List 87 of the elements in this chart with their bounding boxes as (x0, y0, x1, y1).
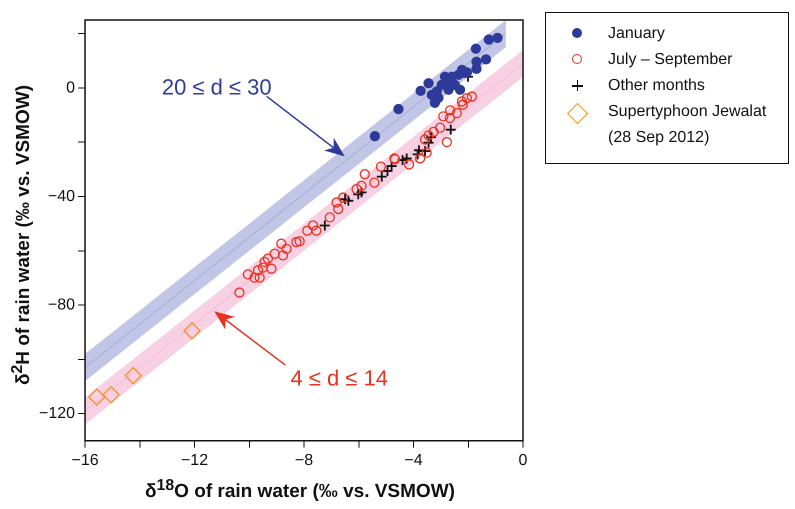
point (318, 220, 331, 232)
point (393, 104, 404, 114)
point (352, 188, 364, 200)
point (339, 193, 351, 206)
point (484, 34, 494, 45)
legend-label: July – September (608, 50, 733, 70)
point (308, 220, 318, 231)
point (414, 153, 426, 164)
point (258, 262, 268, 273)
point (338, 192, 348, 203)
point (458, 100, 468, 110)
point (471, 64, 482, 74)
point (444, 124, 457, 136)
point (442, 137, 452, 148)
point (124, 366, 142, 384)
point (445, 105, 456, 116)
point (444, 112, 456, 124)
annotation: 20 ≤ d ≤ 30 (162, 74, 272, 100)
point (249, 272, 260, 283)
point (420, 134, 430, 145)
point (281, 244, 292, 254)
point (351, 184, 362, 194)
point (456, 96, 468, 107)
point (259, 256, 270, 268)
point (376, 161, 386, 172)
point (438, 111, 448, 122)
point (333, 204, 344, 214)
x-tick-label: 0 (518, 452, 528, 469)
point (276, 238, 286, 249)
point (412, 148, 424, 160)
point (252, 265, 264, 276)
point (311, 226, 322, 236)
point (376, 170, 388, 183)
annotation: 4 ≤ d ≤ 14 (290, 365, 388, 390)
legend-label: Supertyphoon Jewalat (28 Sep 2012) (608, 102, 766, 148)
point (294, 236, 305, 246)
point (423, 130, 434, 141)
point (360, 169, 370, 180)
point (88, 388, 106, 406)
point (422, 136, 434, 149)
legend-label: January (608, 24, 665, 44)
x-tick-label: −8 (294, 452, 314, 469)
y-tick-label: 0 (66, 79, 76, 96)
point (291, 236, 302, 248)
point (404, 159, 414, 170)
point (400, 152, 413, 164)
point (450, 80, 460, 90)
point (342, 194, 354, 207)
point (419, 145, 431, 158)
point (331, 197, 342, 208)
point (492, 32, 503, 44)
point (480, 54, 492, 65)
point (102, 386, 120, 404)
point (262, 253, 274, 264)
point (466, 91, 477, 102)
point (415, 86, 426, 96)
point (428, 126, 439, 137)
point (234, 287, 245, 298)
point (278, 250, 288, 261)
point (302, 226, 312, 236)
x-tick-label: −16 (71, 452, 99, 469)
x-tick-label: −4 (404, 452, 423, 469)
point (324, 212, 335, 223)
point (452, 108, 462, 118)
y-tick-label: −120 (38, 405, 76, 422)
y-tick-label: −80 (48, 296, 76, 314)
y-tick-label: −40 (48, 188, 76, 205)
point (382, 165, 394, 177)
legend-label: Other months (608, 76, 705, 96)
point (370, 131, 380, 142)
point (434, 122, 446, 133)
point (425, 131, 437, 144)
x-tick-label: −12 (180, 452, 208, 469)
point (356, 180, 367, 192)
x-axis-title: δ$^{18}$O of rain water (‰ vs. VSMOW) (145, 476, 455, 504)
point (270, 248, 280, 259)
point (413, 144, 425, 156)
point (242, 269, 254, 280)
point (254, 272, 265, 283)
point (462, 93, 472, 104)
point (396, 154, 408, 166)
point (423, 78, 434, 88)
point (422, 148, 432, 158)
point (470, 44, 482, 54)
point (266, 264, 277, 274)
point (183, 322, 201, 340)
point (369, 177, 380, 188)
